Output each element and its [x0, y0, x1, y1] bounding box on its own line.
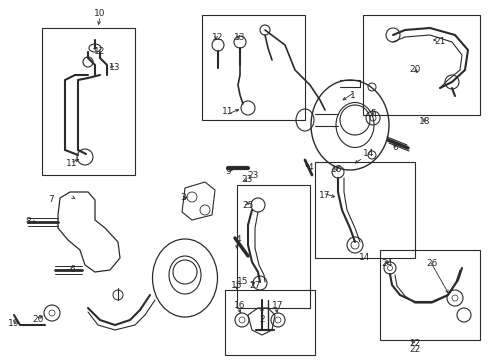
Text: 14: 14	[359, 252, 371, 261]
Text: 15: 15	[231, 280, 243, 289]
Text: 15: 15	[237, 277, 248, 286]
Text: 7: 7	[48, 195, 54, 204]
Text: 20: 20	[32, 315, 44, 324]
Text: 19: 19	[8, 319, 20, 328]
Text: 24: 24	[381, 258, 392, 267]
Text: 16: 16	[234, 301, 246, 310]
Text: 23: 23	[247, 171, 258, 180]
Bar	[237, 185, 310, 308]
Text: 13: 13	[109, 63, 121, 72]
Text: 4: 4	[235, 235, 241, 244]
Text: 10: 10	[94, 9, 106, 18]
Text: 12: 12	[212, 33, 224, 42]
Text: 21: 21	[434, 37, 446, 46]
Text: 6: 6	[69, 266, 75, 274]
Text: 26: 26	[426, 258, 438, 267]
Bar	[315, 162, 415, 258]
Text: 27: 27	[249, 280, 261, 289]
Text: 6: 6	[392, 144, 398, 153]
Bar	[225, 290, 315, 355]
Text: 22: 22	[409, 339, 420, 348]
Text: 11: 11	[66, 158, 78, 167]
Text: 11: 11	[222, 108, 234, 117]
Text: 18: 18	[419, 117, 431, 126]
Text: 16: 16	[331, 166, 343, 175]
Text: 1: 1	[350, 90, 356, 99]
Text: 14: 14	[363, 149, 374, 158]
Text: 20: 20	[409, 66, 421, 75]
Text: 17: 17	[272, 301, 284, 310]
Text: 17: 17	[319, 190, 331, 199]
Text: 13: 13	[234, 33, 246, 42]
Text: 4: 4	[307, 163, 313, 172]
Text: 12: 12	[94, 48, 106, 57]
Text: 2: 2	[259, 315, 265, 324]
Text: 3: 3	[180, 194, 186, 202]
Text: 25: 25	[243, 201, 254, 210]
Text: 5: 5	[370, 108, 376, 117]
Bar	[363, 15, 480, 115]
Text: 23: 23	[241, 175, 253, 184]
Text: 22: 22	[409, 345, 420, 354]
Bar	[380, 250, 480, 340]
Text: 9: 9	[225, 167, 231, 176]
Text: 8: 8	[25, 217, 31, 226]
Bar	[202, 15, 305, 120]
Bar	[42, 28, 135, 175]
